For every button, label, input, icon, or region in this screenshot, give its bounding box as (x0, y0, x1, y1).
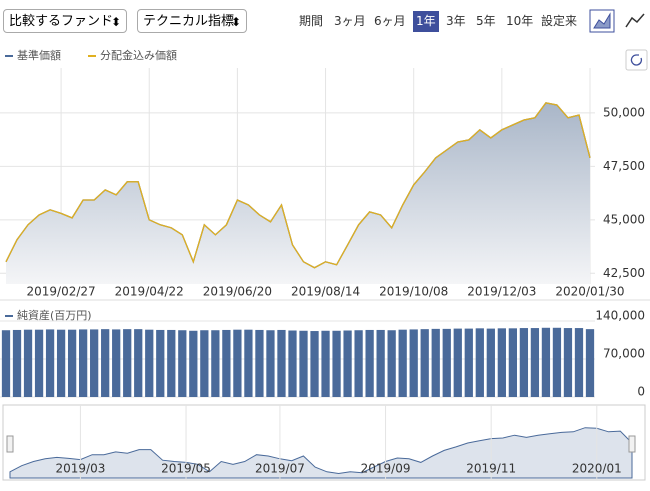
bar (277, 329, 286, 397)
y-tick-label: 50,000 (603, 105, 645, 119)
navigator-tick-label: 2019/09 (361, 462, 411, 476)
period-button[interactable]: 3ヶ月 (334, 14, 366, 28)
legend-label: 基準価額 (17, 48, 61, 62)
reset-glyph (630, 54, 643, 66)
bar (365, 329, 374, 397)
legend-label: 純資産(百万円) (17, 309, 92, 322)
bar (398, 329, 407, 397)
x-tick-label: 2020/01/30 (555, 285, 624, 299)
navigator-handle[interactable] (6, 435, 14, 453)
bar (233, 329, 242, 397)
navigator-handle[interactable] (628, 435, 636, 453)
period-button[interactable]: 10年 (506, 14, 534, 28)
bar (222, 329, 231, 397)
y-tick-label: 0 (637, 385, 645, 399)
bar (90, 329, 99, 397)
bar (519, 328, 529, 397)
bar (541, 327, 551, 397)
bar (343, 330, 352, 397)
bar (310, 331, 319, 397)
bar (112, 329, 121, 397)
bar (12, 329, 22, 397)
bar (453, 328, 462, 397)
bar (101, 329, 110, 397)
bar (464, 328, 473, 397)
bar (475, 328, 484, 397)
bar (23, 329, 33, 397)
bar (255, 329, 264, 397)
bar (189, 330, 198, 397)
bar (211, 330, 220, 397)
navigator-frame (2, 404, 646, 481)
legend-label: 分配金込み価額 (100, 48, 177, 62)
y-tick-label: 45,000 (603, 212, 645, 226)
bar (178, 330, 187, 397)
bar (299, 330, 308, 397)
bar (497, 328, 506, 397)
bar (34, 329, 44, 397)
navigator-tick-label: 2019/03 (55, 462, 105, 476)
period-button[interactable]: 1年 (413, 11, 439, 32)
bar (486, 328, 495, 397)
x-tick-label: 2019/12/03 (467, 285, 536, 299)
period-label: 期間 (299, 14, 324, 28)
bar (354, 330, 363, 397)
period-button[interactable]: 設定来 (541, 14, 578, 28)
bar (79, 329, 88, 397)
y-tick-label: 42,500 (603, 266, 645, 280)
bar (563, 328, 573, 397)
bar (332, 330, 341, 397)
bar (56, 329, 66, 397)
x-tick-label: 2019/10/08 (379, 285, 448, 299)
bar (145, 329, 154, 397)
area-chart-glyph (593, 12, 611, 29)
bar (508, 328, 517, 397)
bar (200, 330, 209, 397)
bar (1, 330, 11, 397)
bar (376, 329, 385, 397)
navigator-tick-label: 2020/01 (572, 462, 622, 476)
navigator-tick-label: 2019/11 (466, 462, 516, 476)
line-chart-icon[interactable] (625, 13, 645, 28)
navigator-tick-label: 2019/07 (255, 462, 305, 476)
indicator-select[interactable]: テクニカル指標 (137, 9, 247, 34)
compare-select[interactable]: 比較するファンド (3, 9, 127, 34)
period-button[interactable]: 3年 (446, 14, 466, 28)
period-button[interactable]: 5年 (476, 14, 496, 28)
y-tick-label: 47,500 (603, 159, 645, 173)
y-tick-label: 140,000 (595, 309, 645, 323)
x-tick-label: 2019/02/27 (27, 285, 96, 299)
bar (409, 329, 418, 397)
bar (321, 330, 330, 397)
bar (266, 330, 275, 397)
price-area (6, 102, 590, 285)
x-tick-label: 2019/08/14 (291, 285, 360, 299)
y-tick-label: 70,000 (603, 347, 645, 361)
bar (156, 329, 165, 397)
bar (442, 328, 451, 397)
bar (585, 329, 595, 397)
x-tick-label: 2019/04/22 (115, 285, 184, 299)
bar (167, 329, 176, 397)
bar (387, 330, 396, 397)
bar (123, 329, 132, 397)
bar (552, 327, 562, 397)
bar (45, 329, 55, 397)
bar (67, 329, 77, 397)
bar (431, 328, 440, 397)
bar (574, 328, 584, 397)
reset-button[interactable] (625, 49, 648, 71)
navigator-area (9, 427, 633, 479)
price-line (5, 102, 591, 269)
bar (288, 330, 297, 397)
bar (134, 329, 143, 397)
period-button[interactable]: 6ヶ月 (374, 14, 406, 28)
x-tick-label: 2019/06/20 (203, 285, 272, 299)
bar (420, 329, 429, 397)
bar (530, 328, 540, 397)
navigator-tick-label: 2019/05 (161, 462, 211, 476)
bar (244, 329, 253, 397)
